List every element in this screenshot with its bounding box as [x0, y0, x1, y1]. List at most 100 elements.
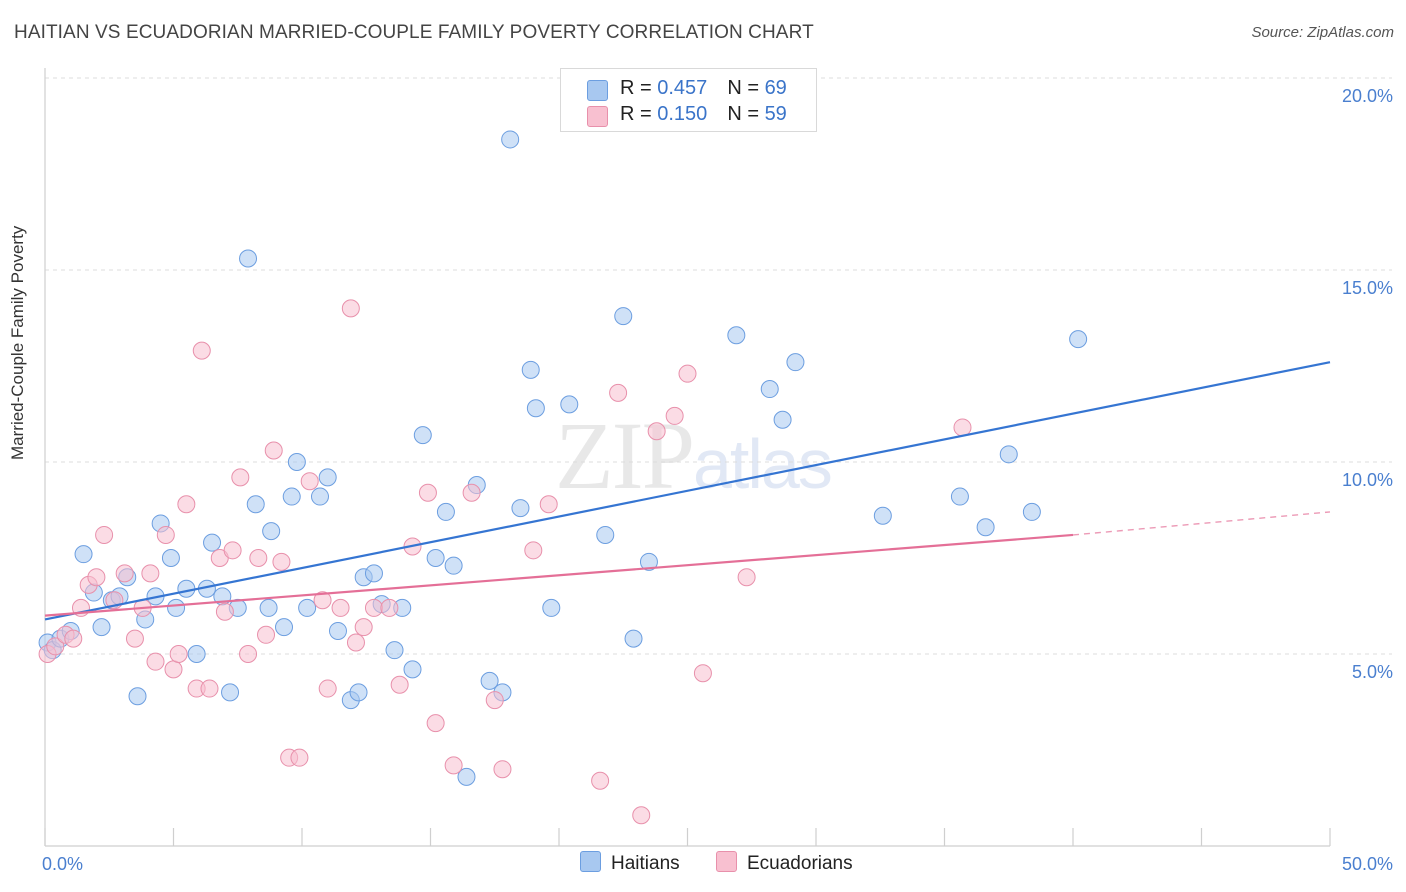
haitian-point [349, 683, 368, 702]
haitian-point [239, 249, 258, 268]
y-tick-label: 5.0% [1352, 662, 1393, 682]
haitian-point [385, 641, 404, 660]
haitian-point [639, 552, 658, 571]
ecuadorian-point [524, 541, 543, 560]
legend-r-label: R = [620, 77, 658, 99]
haitian-point [287, 453, 306, 471]
haitian-point [92, 618, 111, 637]
ecuadorian-point [678, 364, 697, 383]
haitian-trend-line [44, 361, 1331, 621]
ecuadorian-point [462, 483, 481, 502]
haitian-point [950, 487, 969, 506]
trend-lines [44, 361, 1331, 621]
ecuadorian-point [609, 383, 628, 402]
ecuadorian-point [364, 598, 383, 617]
legend-n-label: N = [727, 103, 765, 125]
legend-label-ecuadorians: Ecuadorians [747, 853, 853, 874]
haitian-point [298, 598, 317, 617]
haitians-points [38, 130, 1088, 786]
haitian-point [436, 502, 455, 521]
ecuadorian-point [146, 652, 165, 671]
ecuadorian-point [444, 756, 463, 775]
legend-swatch-ecuadorians [587, 106, 608, 127]
legend-item-haitians: Haitians [580, 851, 680, 875]
ecuadorian-point [200, 679, 219, 698]
legend-label-haitians: Haitians [611, 853, 680, 874]
ecuadorian-point [125, 629, 144, 648]
legend-item-ecuadorians: Ecuadorians [716, 851, 853, 875]
y-axis-label: Married-Couple Family Poverty [8, 225, 27, 460]
haitian-point [526, 399, 545, 418]
haitian-point [1069, 330, 1088, 349]
haitian-point [727, 326, 746, 345]
ecuadorian-point [64, 629, 83, 648]
ecuadorian-point [156, 525, 175, 544]
ecuadorian-point [591, 771, 610, 790]
ecuadorian-point [313, 591, 332, 610]
ecuadorian-point [223, 541, 242, 560]
haitian-point [976, 518, 995, 537]
ecuadorian-point [290, 748, 309, 767]
ecuadorian-point [87, 568, 106, 587]
haitian-point [501, 130, 520, 149]
haitian-point [521, 360, 540, 379]
haitian-point [1022, 502, 1041, 521]
ecuadorian-point [239, 645, 258, 663]
ecuadorian-point [95, 525, 114, 544]
haitian-point [161, 549, 180, 567]
haitian-point [177, 579, 196, 598]
ecuadorian-point [390, 675, 409, 694]
ecuadorian-point [249, 549, 268, 567]
haitian-point [511, 499, 530, 518]
haitian-point [624, 629, 643, 648]
haitian-point [444, 556, 463, 575]
ecuadorian-point [346, 633, 365, 652]
haitian-point [259, 598, 278, 617]
ecuadorian-point [257, 625, 276, 644]
haitian-point [773, 410, 792, 429]
haitian-point [187, 645, 206, 663]
x-tick-label: 0.0% [42, 854, 83, 874]
ecuadorian-trend-extension [1072, 511, 1331, 536]
x-tick-label: 50.0% [1342, 854, 1393, 874]
haitian-point [221, 683, 240, 702]
legend-swatch-ecuadorians [716, 851, 737, 872]
ecuadorian-point [264, 441, 283, 460]
haitian-point [999, 445, 1018, 464]
ecuadorian-trend-line [44, 533, 1074, 617]
haitian-point [310, 487, 329, 506]
legend-r-value: 0.457 [657, 77, 708, 99]
correlation-legend: R = 0.457 N = 69 R = 0.150 N = 59 [560, 68, 817, 132]
chart-title: HAITIAN VS ECUADORIAN MARRIED-COUPLE FAM… [14, 22, 814, 43]
ecuadorians-points [38, 299, 972, 825]
ecuadorian-point [231, 468, 250, 487]
haitian-point [364, 564, 383, 583]
haitian-point [596, 525, 615, 544]
ecuadorian-point [647, 422, 666, 441]
ecuadorian-point [426, 714, 445, 733]
haitian-point [282, 487, 301, 506]
tick-labels: 5.0% 10.0% 15.0% 20.0% 0.0% 50.0% [42, 86, 1393, 874]
ecuadorian-point [331, 598, 350, 617]
watermark-atlas: atlas [693, 425, 833, 503]
haitian-point [275, 618, 294, 637]
ecuadorian-point [192, 341, 211, 360]
haitian-point [786, 353, 805, 372]
haitian-point [413, 426, 432, 445]
haitian-point [328, 621, 347, 640]
haitian-point [426, 549, 445, 567]
ecuadorian-point [737, 568, 756, 587]
ecuadorian-point [380, 598, 399, 617]
haitian-point [457, 767, 476, 786]
ecuadorian-point [115, 564, 134, 583]
legend-swatch-haitians [580, 851, 601, 872]
ecuadorian-point [354, 618, 373, 637]
legend-n-value: 59 [764, 103, 787, 125]
ecuadorian-point [665, 406, 684, 425]
ecuadorian-point [300, 472, 319, 491]
ecuadorian-point [493, 760, 512, 779]
ecuadorian-point [341, 299, 360, 318]
haitian-point [403, 660, 422, 679]
haitian-point [614, 307, 633, 326]
